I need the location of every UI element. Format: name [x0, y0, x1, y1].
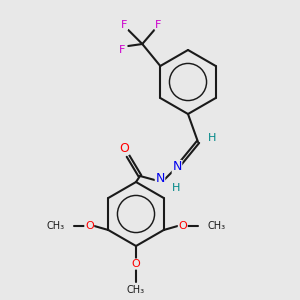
Text: H: H: [208, 133, 216, 143]
Text: O: O: [119, 142, 129, 154]
Text: CH₃: CH₃: [208, 221, 226, 231]
Text: H: H: [172, 183, 180, 193]
Text: F: F: [121, 20, 127, 30]
Text: O: O: [178, 221, 187, 231]
Text: CH₃: CH₃: [46, 221, 64, 231]
Text: F: F: [119, 45, 125, 55]
Text: O: O: [132, 259, 140, 269]
Text: O: O: [85, 221, 94, 231]
Text: N: N: [172, 160, 182, 173]
Text: N: N: [155, 172, 165, 185]
Text: F: F: [155, 20, 161, 30]
Text: CH₃: CH₃: [127, 285, 145, 295]
